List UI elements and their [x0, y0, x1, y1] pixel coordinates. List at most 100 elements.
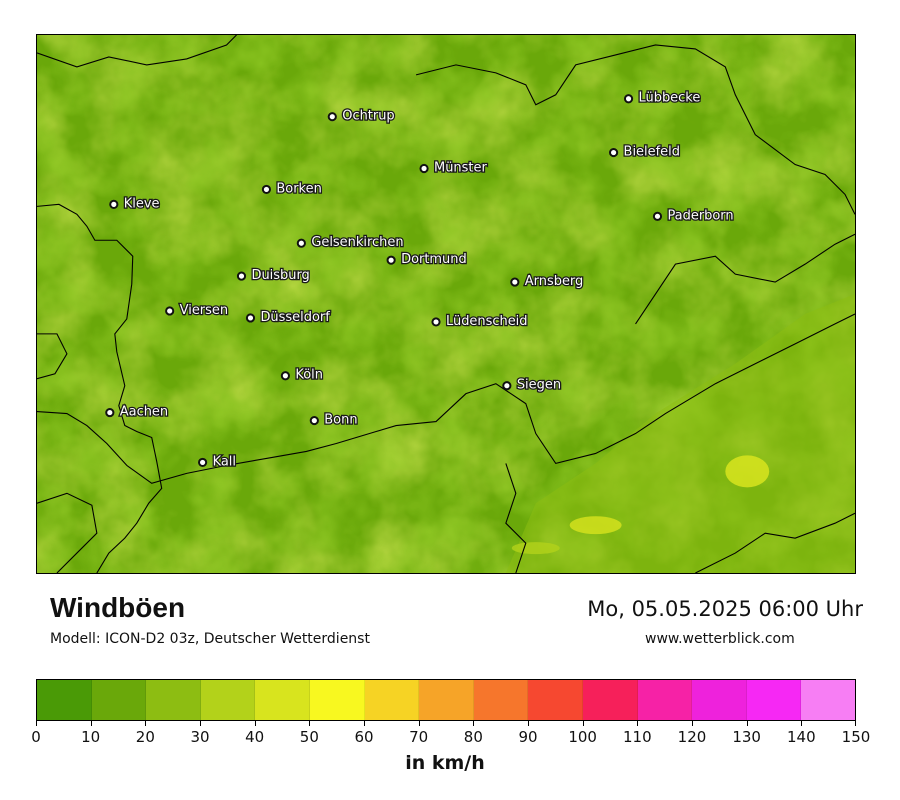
legend-swatch [582, 680, 638, 720]
city-marker-icon [623, 94, 634, 104]
city-marker-icon [652, 211, 663, 221]
city-marker: Viersen [165, 302, 229, 319]
city-label: Duisburg [251, 268, 309, 283]
legend-tick-mark [145, 721, 147, 726]
legend-tick-mark [473, 721, 475, 726]
city-marker: Lübbecke [623, 89, 702, 107]
legend-tick-label: 140 [787, 728, 816, 746]
city-label: Köln [295, 368, 323, 383]
model-info: Modell: ICON-D2 03z, Deutscher Wetterdie… [50, 631, 370, 647]
map-title: Windböen [50, 592, 186, 623]
state-border [635, 233, 855, 325]
city-label: Kleve [124, 196, 160, 211]
city-marker: Düsseldorf [245, 309, 332, 326]
city-marker-icon [510, 277, 520, 287]
legend-swatch [692, 680, 747, 720]
legend-tick-mark [364, 721, 365, 726]
legend-tick-label: 30 [190, 728, 210, 746]
legend-swatch [746, 680, 802, 720]
gust-hotspot [511, 542, 560, 555]
state-border [695, 512, 855, 573]
city-label: Paderborn [667, 208, 733, 223]
legend-tick-label: 10 [81, 728, 101, 746]
city-marker-icon [280, 371, 290, 381]
legend-unit: in km/h [405, 752, 485, 774]
color-scale-legend [36, 679, 856, 721]
city-marker-icon [261, 184, 272, 195]
wind-gust-map: Ochtrup Lübbecke Bielefeld Münster Borken Kle… [36, 34, 856, 574]
city-label: Arnsberg [525, 274, 583, 289]
southeast-gust-area [505, 294, 855, 573]
legend-tick-mark [200, 721, 201, 726]
city-label: Bonn [324, 413, 357, 428]
city-marker: Kleve [109, 195, 161, 213]
city-marker: Bonn [309, 411, 359, 429]
legend-tick-mark [528, 721, 529, 726]
city-marker-icon [431, 317, 441, 327]
city-marker-icon [165, 306, 175, 316]
legend-tick-label: 40 [245, 728, 265, 746]
legend-swatch [419, 680, 474, 720]
city-label: Viersen [180, 303, 228, 318]
city-label: Lüdenscheid [446, 314, 528, 329]
city-marker: Köln [280, 366, 324, 384]
city-marker: Arnsberg [510, 273, 585, 290]
legend-tick-label: 70 [409, 728, 429, 746]
gust-hotspot [725, 455, 770, 488]
city-marker: Paderborn [652, 207, 735, 225]
legend-tick-label: 150 [841, 728, 871, 746]
city-label: Münster [434, 160, 487, 175]
city-marker-icon [609, 147, 619, 158]
city-marker-icon [502, 381, 512, 391]
city-label: Düsseldorf [260, 310, 330, 325]
forecast-datetime: Mo, 05.05.2025 06:00 Uhr [587, 597, 863, 621]
city-marker-icon [109, 199, 119, 209]
city-marker-icon [419, 163, 429, 174]
legend-tick-mark [801, 721, 803, 726]
gust-hotspot [569, 516, 622, 535]
legend-swatch [473, 680, 529, 720]
legend-swatch [637, 680, 693, 720]
city-marker: Dortmund [386, 251, 468, 268]
city-marker: Gelsenkirchen [296, 234, 405, 252]
website-link[interactable]: www.wetterblick.com [645, 631, 795, 647]
city-marker-icon [309, 415, 319, 426]
legend-tick-label: 20 [135, 728, 155, 746]
legend-swatch [364, 680, 420, 720]
legend-tick-label: 50 [299, 728, 319, 746]
legend-swatch [91, 680, 147, 720]
legend-tick-mark [254, 721, 256, 726]
state-border [37, 313, 855, 484]
city-marker: Siegen [502, 376, 562, 394]
city-marker-icon [245, 313, 256, 323]
legend-swatch [200, 680, 256, 720]
city-marker: Aachen [105, 403, 169, 421]
legend-swatch [801, 680, 855, 720]
legend-swatch [255, 680, 310, 720]
legend-tick-label: 130 [732, 728, 761, 746]
city-marker-icon [198, 457, 208, 467]
city-marker: Bielefeld [609, 143, 681, 161]
state-border [505, 463, 527, 573]
legend-tick-mark [746, 721, 748, 726]
state-border [415, 44, 855, 215]
city-marker-icon [296, 238, 306, 248]
map-canvas: Ochtrup Lübbecke Bielefeld Münster Borken Kle… [37, 35, 855, 573]
city-marker-icon [327, 112, 337, 122]
city-label: Bielefeld [624, 145, 680, 160]
city-label: Siegen [517, 378, 561, 393]
legend-tick-mark [90, 721, 92, 726]
legend-tick-mark [418, 721, 420, 726]
national-border [37, 203, 163, 573]
legend-tick-label: 90 [518, 728, 538, 746]
state-border [37, 492, 98, 573]
legend-tick-mark [637, 721, 639, 726]
city-label: Lübbecke [639, 91, 701, 106]
legend-swatch [528, 680, 583, 720]
city-marker-icon [105, 408, 115, 418]
city-label: Borken [276, 181, 321, 196]
legend-tick-label: 100 [568, 728, 597, 746]
legend-ticks: 0 10 20 30 40 50 60 70 80 90 100 110 120 130 140 150 [31, 721, 870, 751]
legend-tick-mark [692, 721, 693, 726]
city-marker: Münster [419, 159, 489, 177]
